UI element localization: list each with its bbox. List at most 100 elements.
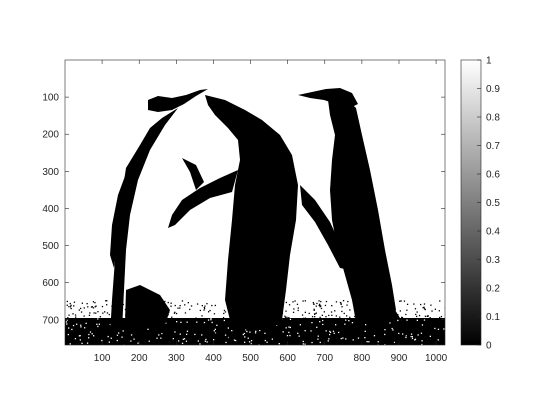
speckle-dot xyxy=(429,342,431,344)
speckle-dot xyxy=(323,311,325,313)
speckle-dot xyxy=(316,302,318,305)
speckle-dot xyxy=(97,311,99,313)
speckle-dot xyxy=(387,327,389,329)
speckle-dot xyxy=(208,311,210,313)
speckle-dot xyxy=(342,300,345,302)
speckle-dot xyxy=(107,335,109,338)
speckle-dot xyxy=(204,305,206,307)
speckle-dot xyxy=(221,341,224,343)
speckle-dot xyxy=(72,324,75,327)
speckle-dot xyxy=(201,315,203,317)
speckle-dot xyxy=(304,330,306,332)
speckle-dot xyxy=(90,306,93,308)
speckle-dot xyxy=(303,323,305,325)
speckle-dot xyxy=(187,338,190,340)
speckle-dot xyxy=(427,315,429,317)
x-tick-label: 700 xyxy=(316,353,333,364)
speckle-dot xyxy=(70,304,72,306)
speckle-dot xyxy=(300,321,302,323)
speckle-dot xyxy=(72,313,74,315)
speckle-dot xyxy=(285,310,287,312)
speckle-dot xyxy=(176,343,179,345)
speckle-dot xyxy=(69,320,71,322)
speckle-dot xyxy=(373,335,376,337)
speckle-dot xyxy=(210,318,212,320)
speckle-dot xyxy=(89,312,91,314)
speckle-dot xyxy=(318,300,320,302)
speckle-dot xyxy=(443,335,445,337)
speckle-dot xyxy=(201,334,203,336)
speckle-dot xyxy=(233,339,236,341)
speckle-dot xyxy=(83,307,85,309)
speckle-dot xyxy=(317,338,319,340)
speckle-dot xyxy=(92,301,95,303)
speckle-dot xyxy=(340,302,342,304)
speckle-dot xyxy=(199,309,201,312)
speckle-dot xyxy=(177,307,179,309)
speckle-dot xyxy=(443,336,445,338)
speckle-dot xyxy=(194,333,196,336)
speckle-dot xyxy=(102,324,104,326)
speckle-dot xyxy=(201,319,203,321)
speckle-dot xyxy=(209,342,211,344)
speckle-dot xyxy=(221,340,224,342)
speckle-dot xyxy=(228,337,230,339)
speckle-dot xyxy=(439,316,441,319)
speckle-dot xyxy=(437,336,439,338)
x-tick-label: 600 xyxy=(279,353,296,364)
speckle-dot xyxy=(110,337,112,339)
speckle-dot xyxy=(74,329,76,331)
speckle-dot xyxy=(87,306,89,308)
speckle-dot xyxy=(297,309,299,312)
speckle-dot xyxy=(414,308,417,310)
speckle-dot xyxy=(286,316,288,318)
colorbar-tick-label: 0.6 xyxy=(486,170,500,181)
speckle-dot xyxy=(68,306,70,308)
speckle-dot xyxy=(288,331,290,334)
x-tick-label: 100 xyxy=(94,353,111,364)
speckle-dot xyxy=(424,308,426,311)
speckle-dot xyxy=(122,330,124,332)
speckle-dot xyxy=(179,333,181,335)
speckle-dot xyxy=(298,335,300,337)
speckle-dot xyxy=(443,328,445,330)
speckle-dot xyxy=(304,300,306,302)
speckle-dot xyxy=(384,329,386,331)
speckle-dot xyxy=(156,337,158,339)
speckle-dot xyxy=(108,313,110,316)
speckle-dot xyxy=(92,307,95,309)
speckle-dot xyxy=(314,316,316,318)
speckle-dot xyxy=(173,312,176,314)
speckle-dot xyxy=(315,335,318,337)
x-tick-label: 900 xyxy=(391,353,408,364)
speckle-dot xyxy=(280,332,282,334)
speckle-dot xyxy=(409,335,412,337)
speckle-dot xyxy=(172,338,174,340)
speckle-dot xyxy=(400,331,402,334)
speckle-dot xyxy=(313,308,315,310)
speckle-dot xyxy=(85,322,87,324)
speckle-dot xyxy=(276,341,278,343)
speckle-dot xyxy=(91,336,93,338)
speckle-dot xyxy=(66,323,68,325)
speckle-dot xyxy=(423,308,426,310)
speckle-dot xyxy=(298,318,300,320)
speckle-dot xyxy=(399,310,401,312)
speckle-dot xyxy=(94,306,96,308)
speckle-dot xyxy=(416,319,418,321)
speckle-dot xyxy=(162,332,164,334)
speckle-dot xyxy=(331,305,333,307)
speckle-dot xyxy=(347,300,349,303)
speckle-dot xyxy=(392,329,394,331)
speckle-dot xyxy=(263,342,265,344)
speckle-dot xyxy=(344,343,346,345)
speckle-dot xyxy=(420,335,422,337)
colorbar-tick-label: 0 xyxy=(486,341,492,352)
speckle-dot xyxy=(164,300,166,303)
speckle-dot xyxy=(405,313,407,316)
speckle-dot xyxy=(91,306,93,308)
speckle-dot xyxy=(429,326,431,328)
speckle-dot xyxy=(417,334,419,336)
speckle-dot xyxy=(179,305,181,307)
speckle-dot xyxy=(320,300,322,303)
